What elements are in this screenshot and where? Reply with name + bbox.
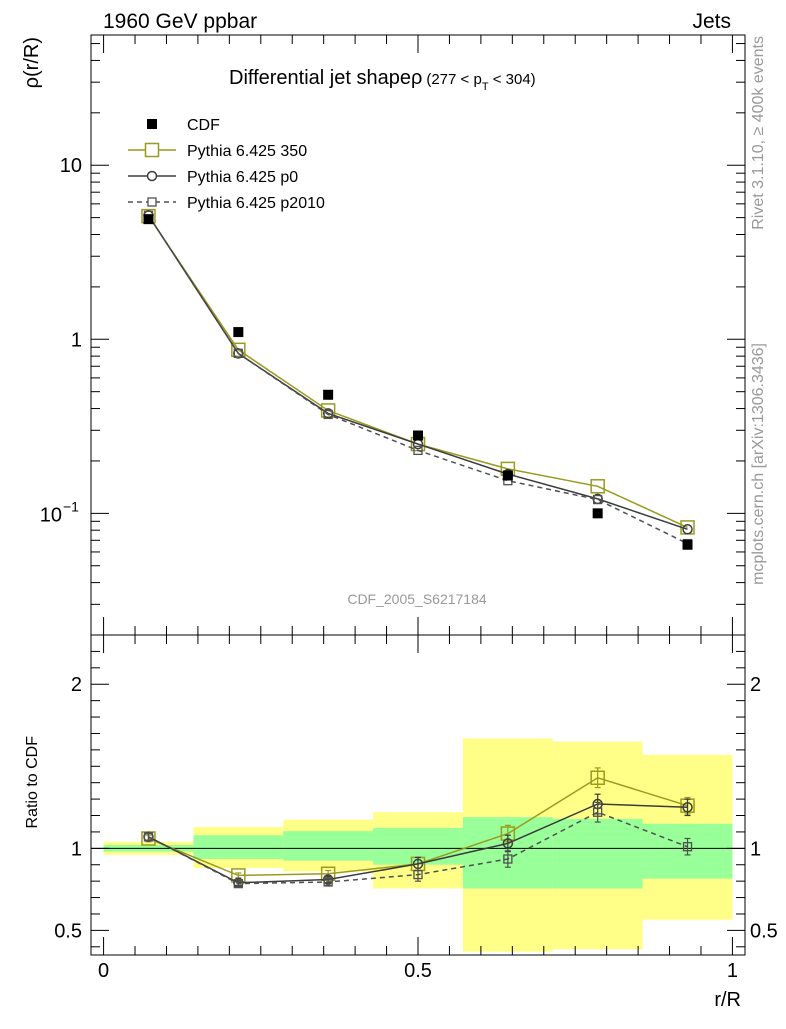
top-point-data: [682, 539, 693, 550]
top-point-pythia_p2010: [323, 409, 333, 420]
bottom-point-pythia_p2010: [413, 869, 423, 880]
top-ytick-label: 10: [40, 504, 62, 526]
header-right-label: Jets: [692, 10, 731, 33]
top-chart-title-suffix-a: (277 < p: [426, 71, 481, 88]
bottom-point-pythia_p2010: [233, 878, 243, 889]
bottom-point-pythia_p2010: [593, 807, 603, 817]
top-point-pythia_p2010: [233, 348, 243, 359]
ratio-band-inner: [283, 831, 374, 861]
top-chart-title: Differential jet shapeρ (277 < pT < 304): [229, 67, 536, 93]
top-line-pythia_p0: [147, 214, 688, 531]
top-ylabel: ρ(r/R): [21, 37, 43, 88]
top-point-data: [413, 430, 423, 441]
top-chart-title-main: Differential jet shapeρ: [229, 67, 422, 89]
bottom-point-pythia_p0: [682, 802, 693, 813]
bottom-point-pythia_p2010: [323, 877, 333, 887]
bottom-xtick-label: 0: [98, 960, 109, 982]
top-point-pythia_p2010: [593, 494, 603, 505]
bottom-point-pythia_p0: [502, 838, 514, 849]
bottom-ylabel: Ratio to CDF: [24, 736, 41, 829]
ratio-band-inner: [193, 835, 284, 859]
ratio-band-inner: [552, 818, 643, 889]
legend-marker-pythia_p2010: [147, 197, 157, 207]
top-line-pythia_p2010: [147, 214, 688, 545]
top-point-pythia_p2010: [413, 445, 423, 456]
bottom-point-pythia_p2010: [682, 842, 693, 852]
top-point-pythia350: [590, 479, 605, 494]
bottom-ytick-label-right: 1: [750, 838, 761, 860]
top-ytick-label-exponent: −1: [63, 498, 79, 514]
bottom-xtick-label: 1: [727, 960, 738, 982]
bottom-ytick-label-left: 2: [71, 674, 82, 696]
top-point-data: [143, 214, 154, 225]
top-chart-title-suffix-b: < 304): [489, 71, 536, 88]
bottom-ytick-label-right: 0.5: [750, 920, 778, 942]
bottom-xtick-label: 0.5: [404, 960, 432, 982]
legend-marker-data: [147, 119, 157, 129]
top-line-pythia350: [147, 215, 688, 529]
header-left-label: 1960 GeV ppbar: [103, 10, 257, 33]
bottom-point-pythia350: [590, 770, 605, 786]
side-label-top: Rivet 3.1.10, ≥ 400k events: [750, 36, 767, 230]
bottom-panel: 0.5 0.5 1 1 2 2 0 0.5 1 Ratio to CDF r/R: [24, 634, 778, 1011]
watermark-label: CDF_2005_S6217184: [347, 591, 487, 607]
top-point-data: [592, 508, 603, 519]
legend-label-pythia350: Pythia 6.425 350: [187, 143, 307, 160]
top-point-pythia_p0: [682, 524, 693, 535]
top-point-pythia350: [231, 342, 246, 358]
legend-label-pythia_p0: Pythia 6.425 p0: [187, 169, 298, 186]
top-ytick-label: 1: [71, 329, 82, 351]
legend: CDF Pythia 6.425 350 Pythia 6.425 p0 Pythia…: [128, 117, 325, 212]
top-point-data: [323, 389, 334, 400]
bottom-point-pythia_p2010: [503, 854, 513, 864]
legend-label-pythia_p2010: Pythia 6.425 p2010: [187, 195, 325, 212]
bottom-ytick-label-left: 1: [71, 838, 82, 860]
top-point-data: [502, 470, 513, 481]
bottom-ytick-label-right: 2: [750, 674, 761, 696]
legend-label-data: CDF: [187, 117, 220, 134]
legend-marker-pythia350: [144, 142, 160, 158]
top-point-data: [233, 327, 244, 338]
side-label-bottom: mcplots.cern.ch [arXiv:1306.3436]: [750, 343, 767, 585]
top-ytick-label: 10: [60, 155, 82, 177]
legend-marker-pythia_p0: [146, 170, 158, 182]
bottom-xlabel: r/R: [714, 989, 741, 1011]
top-chart-title-suffix-sub: T: [482, 81, 489, 93]
bottom-point-pythia_p2010: [143, 832, 154, 842]
bottom-ytick-label-left: 0.5: [54, 920, 82, 942]
